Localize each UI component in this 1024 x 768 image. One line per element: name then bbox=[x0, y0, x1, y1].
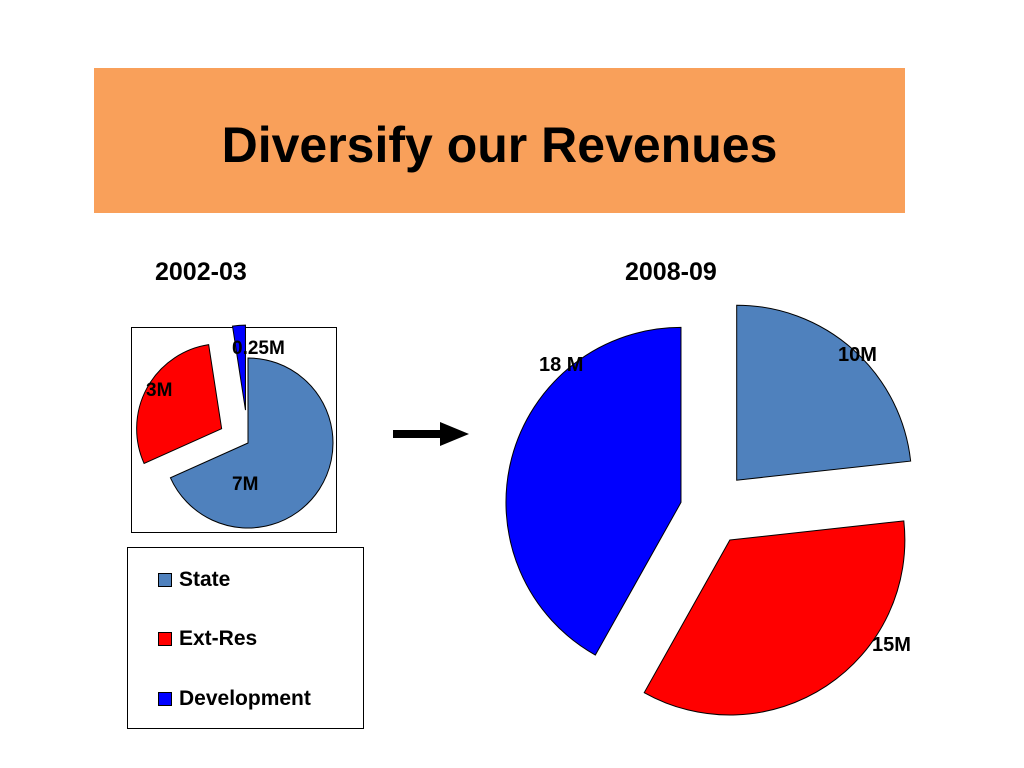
legend-item-development: Development bbox=[158, 687, 311, 711]
pie-2008-09-slice-ext-res bbox=[643, 520, 906, 716]
legend-label-development: Development bbox=[179, 687, 311, 710]
legend-item-state: State bbox=[158, 568, 230, 592]
legend-swatch-state bbox=[158, 573, 172, 587]
legend-swatch-ext-res bbox=[158, 632, 172, 646]
pie-2008-09-slice-development bbox=[505, 326, 682, 656]
left-period-label: 2002-03 bbox=[155, 258, 247, 286]
chart-legend: State Ext-Res Development bbox=[127, 547, 364, 729]
pie-2002-03-data-label-state: 7M bbox=[232, 474, 258, 495]
pie-2008-09-data-label-development: 18 M bbox=[539, 354, 583, 376]
pie-2008-09-data-label-state: 10M bbox=[838, 344, 877, 366]
legend-label-ext-res: Ext-Res bbox=[179, 627, 258, 650]
pie-2002-03-data-label-ext-res: 3M bbox=[146, 380, 172, 401]
pie-2002-03-slice-development bbox=[231, 324, 246, 411]
pie-2002-03-slice-state bbox=[169, 357, 334, 529]
arrow-icon bbox=[393, 422, 469, 446]
pie-2002-03-slice-ext-res bbox=[136, 344, 223, 465]
pie-2008-09-slice-state bbox=[736, 304, 912, 481]
slide-title: Diversify our Revenues bbox=[221, 116, 778, 173]
pie-2002-03-data-label-development: 0.25M bbox=[232, 338, 285, 359]
legend-swatch-development bbox=[158, 692, 172, 706]
pie-2008-09-data-label-ext-res: 15M bbox=[872, 634, 911, 656]
title-banner: Diversify our Revenues bbox=[94, 68, 905, 213]
legend-label-state: State bbox=[179, 568, 231, 591]
legend-item-ext-res: Ext-Res bbox=[158, 627, 257, 651]
right-period-label: 2008-09 bbox=[625, 258, 717, 286]
